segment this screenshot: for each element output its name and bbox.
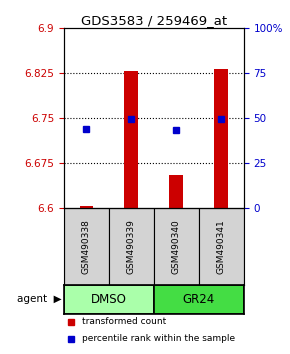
Bar	[214, 69, 228, 208]
Text: GSM490340: GSM490340	[172, 219, 181, 274]
Bar	[64, 285, 154, 314]
Text: GSM490341: GSM490341	[217, 219, 226, 274]
Text: GSM490339: GSM490339	[127, 219, 136, 274]
Text: transformed count: transformed count	[82, 318, 166, 326]
Text: GSM490338: GSM490338	[82, 219, 91, 274]
Text: DMSO: DMSO	[91, 293, 127, 306]
Bar	[124, 72, 138, 208]
Bar	[79, 206, 93, 208]
Bar	[169, 175, 183, 208]
Text: agent  ▶: agent ▶	[17, 295, 62, 304]
Bar	[199, 208, 244, 285]
Text: percentile rank within the sample: percentile rank within the sample	[82, 334, 235, 343]
Bar	[109, 208, 154, 285]
Bar	[154, 285, 244, 314]
Text: GR24: GR24	[182, 293, 215, 306]
Bar	[64, 208, 109, 285]
Bar	[154, 208, 199, 285]
Title: GDS3583 / 259469_at: GDS3583 / 259469_at	[81, 14, 227, 27]
